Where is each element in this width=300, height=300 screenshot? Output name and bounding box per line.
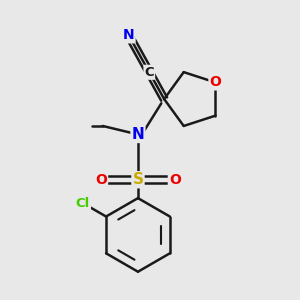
Text: C: C: [145, 66, 154, 79]
Text: N: N: [123, 28, 135, 42]
Text: O: O: [169, 173, 181, 187]
Text: O: O: [95, 173, 107, 187]
Text: Cl: Cl: [76, 196, 90, 210]
Text: N: N: [132, 127, 144, 142]
Text: S: S: [133, 172, 143, 187]
Text: O: O: [209, 75, 221, 89]
